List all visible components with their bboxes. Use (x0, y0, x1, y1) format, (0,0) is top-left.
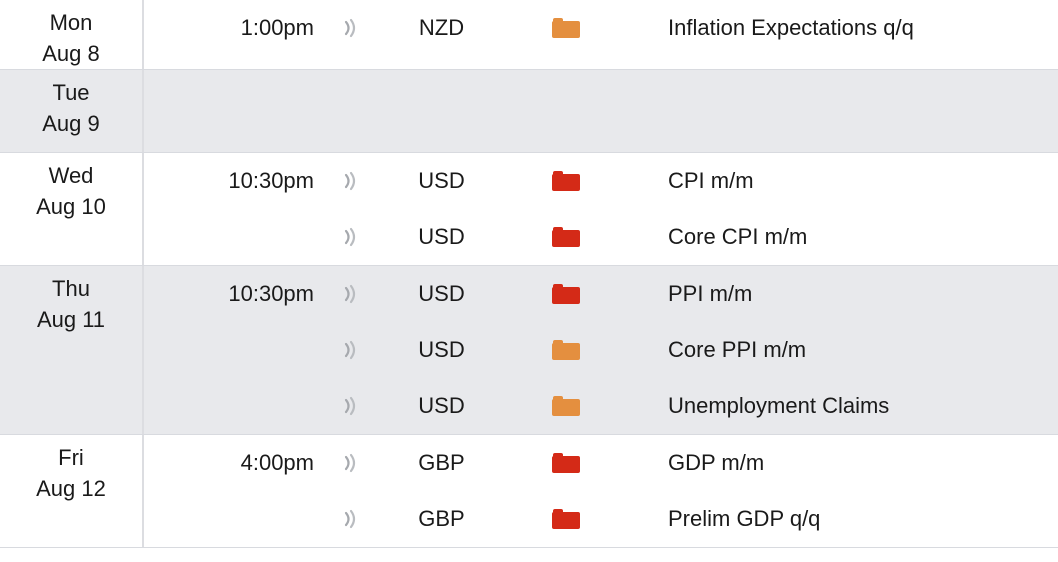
event-title[interactable]: Inflation Expectations q/q (668, 15, 914, 40)
event-currency: GBP (418, 450, 465, 475)
date-label: Aug 11 (36, 307, 106, 332)
event-currency: USD (418, 168, 465, 193)
event-time (144, 322, 314, 378)
event-time (144, 209, 314, 265)
event-row[interactable]: 10:30pm USD PPI m/m (144, 266, 1058, 322)
sound-alert-icon[interactable] (339, 153, 363, 209)
impact-high-folder-icon[interactable] (552, 209, 582, 265)
date-label: Aug 8 (42, 41, 100, 66)
weekday-label: Wed (48, 163, 94, 188)
event-title[interactable]: GDP m/m (668, 450, 765, 475)
event-row[interactable]: 1:00pm NZD Inflation Expectations q/q (144, 0, 1058, 56)
event-time: 10:30pm (228, 281, 314, 306)
event-time: 10:30pm (228, 168, 314, 193)
impact-high-folder-icon[interactable] (552, 266, 582, 322)
impact-medium-folder-icon[interactable] (552, 0, 582, 56)
event-currency: USD (418, 337, 465, 362)
day-group: Thu Aug 11 10:30pm USD PPI m/m USD Core PPI m/… (0, 266, 1058, 435)
weekday-label: Tue (52, 80, 90, 105)
weekday-label: Mon (49, 10, 93, 35)
day-group: Mon Aug 8 1:00pm NZD Inflation Expectations … (0, 0, 1058, 70)
impact-high-folder-icon[interactable] (552, 435, 582, 491)
day-group: Fri Aug 12 4:00pm GBP GDP m/m GBP Prelim GDP q… (0, 435, 1058, 548)
event-row[interactable]: USD Unemployment Claims (144, 378, 1058, 434)
date-cell: Mon Aug 8 (0, 0, 144, 69)
impact-high-folder-icon[interactable] (552, 153, 582, 209)
sound-alert-icon[interactable] (339, 322, 363, 378)
sound-alert-icon[interactable] (339, 435, 363, 491)
weekday-label: Thu (52, 276, 90, 301)
event-time (144, 378, 314, 434)
event-row[interactable]: 4:00pm GBP GDP m/m (144, 435, 1058, 491)
weekday-label: Fri (58, 445, 84, 470)
sound-alert-icon[interactable] (339, 0, 363, 56)
economic-calendar: Mon Aug 8 1:00pm NZD Inflation Expectations … (0, 0, 1058, 548)
date-label: Aug 9 (42, 111, 100, 136)
event-time: 1:00pm (240, 15, 314, 40)
event-row[interactable]: GBP Prelim GDP q/q (144, 491, 1058, 547)
event-row[interactable]: USD Core CPI m/m (144, 209, 1058, 265)
event-title[interactable]: PPI m/m (668, 281, 753, 306)
sound-alert-icon[interactable] (339, 491, 363, 547)
event-title[interactable]: Unemployment Claims (668, 393, 890, 418)
event-currency: USD (418, 393, 465, 418)
date-cell: Thu Aug 11 (0, 266, 144, 434)
event-currency: NZD (418, 15, 465, 40)
event-time: 4:00pm (240, 450, 314, 475)
event-title[interactable]: CPI m/m (668, 168, 754, 193)
event-currency: USD (418, 224, 465, 249)
day-group: Wed Aug 10 10:30pm USD CPI m/m USD Core CPI m/… (0, 153, 1058, 266)
event-title[interactable]: Core PPI m/m (668, 337, 807, 362)
event-row[interactable]: 10:30pm USD CPI m/m (144, 153, 1058, 209)
sound-alert-icon[interactable] (339, 266, 363, 322)
impact-medium-folder-icon[interactable] (552, 322, 582, 378)
event-currency: USD (418, 281, 465, 306)
event-title[interactable]: Core CPI m/m (668, 224, 808, 249)
day-group: Tue Aug 9 (0, 70, 1058, 153)
sound-alert-icon[interactable] (339, 209, 363, 265)
empty-day-row (144, 70, 1058, 152)
impact-medium-folder-icon[interactable] (552, 378, 582, 434)
event-row[interactable]: USD Core PPI m/m (144, 322, 1058, 378)
date-label: Aug 12 (36, 476, 106, 501)
event-time (144, 491, 314, 547)
date-label: Aug 10 (36, 194, 106, 219)
date-cell: Tue Aug 9 (0, 70, 144, 152)
date-cell: Fri Aug 12 (0, 435, 144, 547)
event-title[interactable]: Prelim GDP q/q (668, 506, 821, 531)
sound-alert-icon[interactable] (339, 378, 363, 434)
event-currency: GBP (418, 506, 465, 531)
date-cell: Wed Aug 10 (0, 153, 144, 265)
impact-high-folder-icon[interactable] (552, 491, 582, 547)
